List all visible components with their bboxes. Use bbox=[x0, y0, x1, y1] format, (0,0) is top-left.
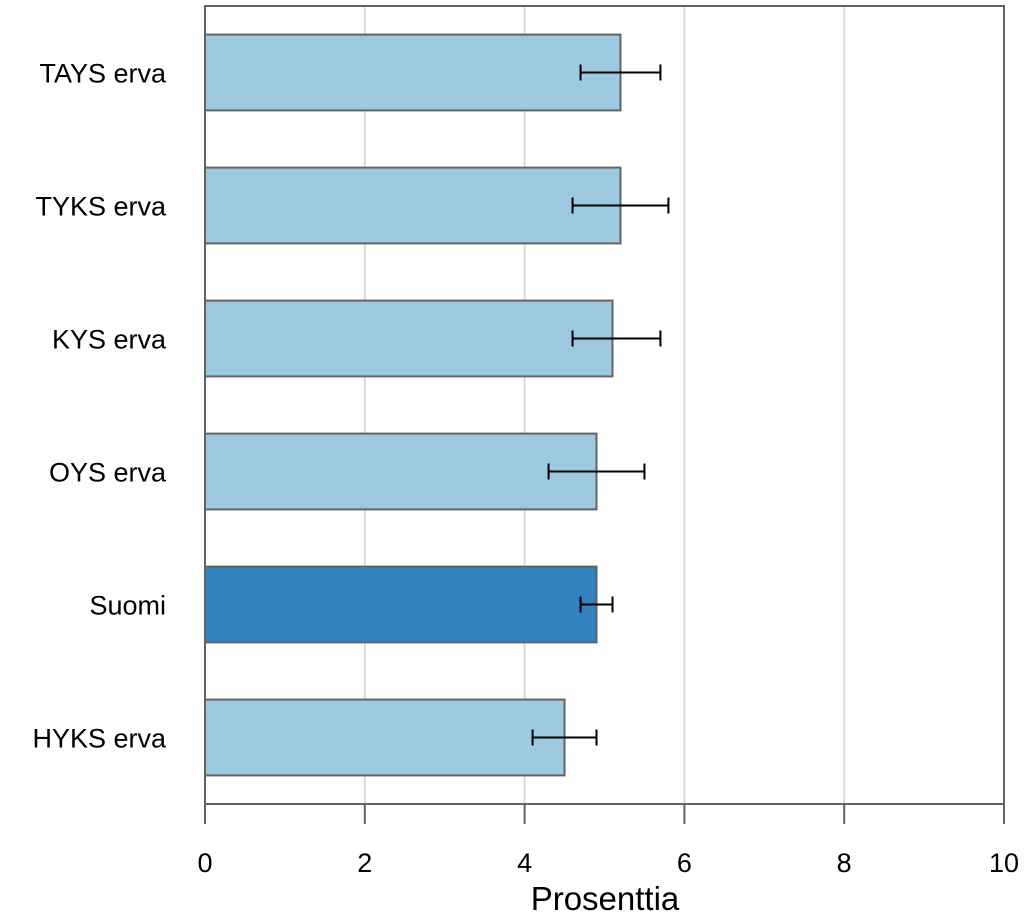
x-tick-label-8: 8 bbox=[837, 848, 852, 878]
x-tick-label-2: 2 bbox=[357, 848, 372, 878]
bar-1 bbox=[204, 166, 622, 245]
plot-frame bbox=[204, 5, 1005, 805]
x-tick-label-10: 10 bbox=[989, 848, 1019, 878]
category-label-1: TYKS erva bbox=[35, 192, 167, 222]
bar-3 bbox=[204, 432, 598, 511]
category-label-0: TAYS erva bbox=[39, 59, 167, 89]
error-bars bbox=[531, 64, 670, 746]
x-tick-label-6: 6 bbox=[677, 848, 692, 878]
bar-5 bbox=[204, 698, 566, 777]
category-labels: TAYS erva TYKS erva KYS erva OYS erva Suomi H… bbox=[32, 59, 167, 754]
category-label-2: KYS erva bbox=[52, 325, 167, 355]
category-label-4: Suomi bbox=[89, 591, 166, 621]
category-label-3: OYS erva bbox=[49, 458, 167, 488]
gridlines bbox=[363, 6, 846, 804]
bar-4 bbox=[204, 565, 598, 644]
x-axis-title: Prosenttia bbox=[531, 880, 680, 917]
x-tick-label-0: 0 bbox=[197, 848, 212, 878]
x-tick-label-4: 4 bbox=[517, 848, 532, 878]
category-label-5: HYKS erva bbox=[32, 724, 167, 754]
x-tick-labels: 0 2 4 6 8 10 bbox=[197, 848, 1019, 878]
axes bbox=[204, 5, 1005, 824]
bars bbox=[204, 33, 622, 777]
bar-2 bbox=[204, 299, 614, 378]
bar-0 bbox=[204, 33, 622, 112]
